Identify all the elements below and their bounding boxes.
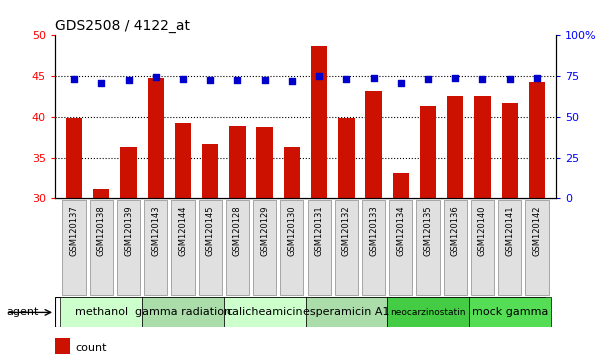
FancyBboxPatch shape <box>144 200 167 295</box>
Text: GSM120138: GSM120138 <box>97 205 106 256</box>
FancyBboxPatch shape <box>117 200 140 295</box>
Text: GSM120142: GSM120142 <box>532 205 541 256</box>
Text: GSM120143: GSM120143 <box>152 205 160 256</box>
Text: agent: agent <box>6 307 38 318</box>
Bar <box>93 189 109 198</box>
Text: GSM120136: GSM120136 <box>451 205 459 256</box>
FancyBboxPatch shape <box>471 200 494 295</box>
Text: GSM120140: GSM120140 <box>478 205 487 256</box>
Point <box>69 76 79 81</box>
Text: neocarzinostatin: neocarzinostatin <box>390 308 466 317</box>
Bar <box>420 106 436 198</box>
Bar <box>66 119 82 198</box>
Text: esperamicin A1: esperamicin A1 <box>303 307 390 318</box>
Bar <box>311 46 327 198</box>
FancyBboxPatch shape <box>253 200 276 295</box>
Bar <box>55 339 67 354</box>
Bar <box>393 173 409 198</box>
Point <box>178 76 188 81</box>
Bar <box>60 297 142 327</box>
Bar <box>142 297 224 327</box>
FancyBboxPatch shape <box>280 200 304 295</box>
Bar <box>148 78 164 198</box>
Bar <box>120 147 137 198</box>
Point <box>532 75 542 81</box>
FancyBboxPatch shape <box>307 200 331 295</box>
Text: GSM120139: GSM120139 <box>124 205 133 256</box>
Bar <box>502 103 518 198</box>
Bar <box>175 123 191 198</box>
FancyBboxPatch shape <box>62 200 86 295</box>
Bar <box>447 96 463 198</box>
Bar <box>224 297 306 327</box>
Text: GSM120141: GSM120141 <box>505 205 514 256</box>
Bar <box>529 82 545 198</box>
Point <box>205 77 215 83</box>
Text: GSM120132: GSM120132 <box>342 205 351 256</box>
FancyBboxPatch shape <box>226 200 249 295</box>
Text: GSM120131: GSM120131 <box>315 205 324 256</box>
FancyBboxPatch shape <box>525 200 549 295</box>
FancyBboxPatch shape <box>444 200 467 295</box>
Point <box>314 73 324 79</box>
Point <box>233 77 243 83</box>
Bar <box>257 127 273 198</box>
Point <box>342 76 351 82</box>
Text: GSM120128: GSM120128 <box>233 205 242 256</box>
Point <box>260 77 269 83</box>
Text: count: count <box>75 343 106 353</box>
FancyBboxPatch shape <box>389 200 412 295</box>
Point <box>368 75 378 81</box>
Point <box>151 74 161 80</box>
FancyBboxPatch shape <box>172 200 194 295</box>
Text: calicheamicin: calicheamicin <box>226 307 303 318</box>
Point <box>450 75 460 81</box>
FancyBboxPatch shape <box>417 200 439 295</box>
Text: GSM120144: GSM120144 <box>178 205 188 256</box>
FancyBboxPatch shape <box>90 200 113 295</box>
Text: gamma radiation: gamma radiation <box>135 307 231 318</box>
Text: GSM120129: GSM120129 <box>260 205 269 256</box>
FancyBboxPatch shape <box>362 200 385 295</box>
Text: GSM120133: GSM120133 <box>369 205 378 256</box>
Text: GSM120134: GSM120134 <box>397 205 405 256</box>
Bar <box>338 119 354 198</box>
Point <box>478 76 488 81</box>
Bar <box>387 297 469 327</box>
Text: GDS2508 / 4122_at: GDS2508 / 4122_at <box>55 19 190 33</box>
Bar <box>469 297 551 327</box>
Text: GSM120135: GSM120135 <box>423 205 433 256</box>
FancyBboxPatch shape <box>498 200 521 295</box>
Bar <box>306 297 387 327</box>
Text: GSM120130: GSM120130 <box>287 205 296 256</box>
Point <box>97 81 106 86</box>
Text: mock gamma: mock gamma <box>472 307 548 318</box>
Bar <box>202 144 218 198</box>
Text: methanol: methanol <box>75 307 128 318</box>
FancyBboxPatch shape <box>335 200 358 295</box>
Point <box>423 76 433 81</box>
Bar <box>55 338 70 354</box>
Text: GSM120137: GSM120137 <box>70 205 79 256</box>
Bar <box>229 126 246 198</box>
Text: GSM120145: GSM120145 <box>206 205 214 256</box>
Point <box>123 77 133 83</box>
Point <box>505 76 514 81</box>
Bar <box>365 91 382 198</box>
Point <box>287 78 297 84</box>
FancyBboxPatch shape <box>199 200 222 295</box>
Point <box>396 81 406 86</box>
Bar <box>284 147 300 198</box>
Bar <box>474 96 491 198</box>
